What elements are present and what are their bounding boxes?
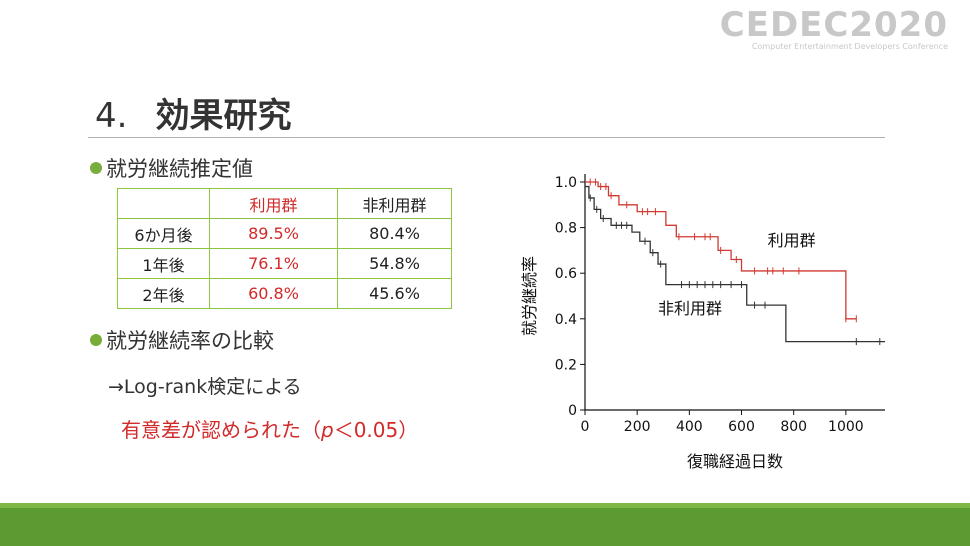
- km-chart: 00.20.40.60.81.00 200 400 600 800 1000 就労継続率 …: [520, 174, 885, 471]
- table-row-label: 6か月後: [117, 218, 210, 249]
- bullet-dot-icon: [90, 162, 102, 174]
- bullet-comparison-text: 就労継続率の比較: [106, 329, 274, 353]
- table-row-label: 1年後: [117, 248, 210, 279]
- table-cell-nonuser: 80.4%: [337, 218, 452, 249]
- series-line-0: [585, 181, 857, 320]
- series-label-nonuser: 非利用群: [658, 299, 722, 318]
- x-tick-label: 600: [728, 419, 755, 435]
- y-tick-label: 0: [568, 403, 577, 419]
- bullet-estimates: 就労継続推定値: [90, 153, 253, 183]
- y-tick-label: 0.6: [555, 266, 577, 282]
- footer-bar-highlight: [0, 503, 970, 508]
- table-cell-nonuser: 54.8%: [337, 248, 452, 279]
- table-cell-nonuser: 45.6%: [337, 278, 452, 309]
- title-text: 効果研究: [155, 96, 292, 136]
- x-tick-label: 1000: [828, 419, 864, 435]
- chart-axes: 0 0.2 0.4 0.6 0.8 1.0 0 200 400 600 800 1000: [555, 174, 885, 435]
- y-tick-label: 0.2: [555, 357, 577, 373]
- series-label-user: 利用群: [768, 231, 816, 250]
- significance-p: p: [321, 418, 334, 442]
- table-row: 2年後 60.8% 45.6%: [117, 278, 452, 309]
- title-number: 4.: [95, 96, 128, 136]
- x-tick-label: 800: [780, 419, 807, 435]
- x-tick-label: 400: [676, 419, 703, 435]
- significance-text: 有意差が認められた（p＜0.05）: [121, 414, 418, 443]
- logo-sub-text: Computer Entertainment Developers Confer…: [751, 42, 948, 51]
- logo-main-text: CEDEC2020: [719, 5, 948, 45]
- y-axis-title: 就労継続率: [520, 256, 539, 336]
- table-row: 6か月後 89.5% 80.4%: [117, 218, 452, 249]
- estimates-table: 利用群 非利用群 6か月後 89.5% 80.4% 1年後 76.1% 54.8…: [117, 188, 452, 309]
- cedec-logo: CEDEC2020 Computer Entertainment Develop…: [720, 8, 948, 52]
- table-cell-user: 76.1%: [209, 248, 338, 279]
- y-tick-label: 1.0: [555, 175, 577, 191]
- bullet-comparison: 就労継続率の比較: [90, 325, 274, 355]
- table-row: 1年後 76.1% 54.8%: [117, 248, 452, 279]
- chart-series: [585, 178, 885, 346]
- table-header-cell: 利用群: [209, 188, 338, 219]
- footer-bar: [0, 503, 970, 546]
- x-axis-title: 復職経過日数: [687, 452, 783, 471]
- x-tick-label: 0: [581, 419, 590, 435]
- table-cell-user: 89.5%: [209, 218, 338, 249]
- bullet-estimates-text: 就労継続推定値: [106, 157, 253, 181]
- table-header-cell: 非利用群: [337, 188, 452, 219]
- title-divider: [88, 137, 885, 138]
- table-header-row: 利用群 非利用群: [117, 188, 452, 219]
- logrank-text: →Log-rank検定による: [108, 376, 302, 398]
- slide-title: 4. 効果研究: [95, 88, 291, 137]
- table-header-cell: [117, 188, 210, 219]
- significance-prefix: 有意差が認められた（: [121, 418, 321, 442]
- table-cell-user: 60.8%: [209, 278, 338, 309]
- series-line-1: [585, 185, 885, 343]
- significance-suffix: ＜0.05）: [333, 418, 419, 442]
- x-tick-label: 200: [624, 419, 651, 435]
- y-tick-label: 0.8: [555, 221, 577, 237]
- y-tick-label: 0.4: [555, 312, 577, 328]
- table-row-label: 2年後: [117, 278, 210, 309]
- bullet-dot-icon: [90, 334, 102, 346]
